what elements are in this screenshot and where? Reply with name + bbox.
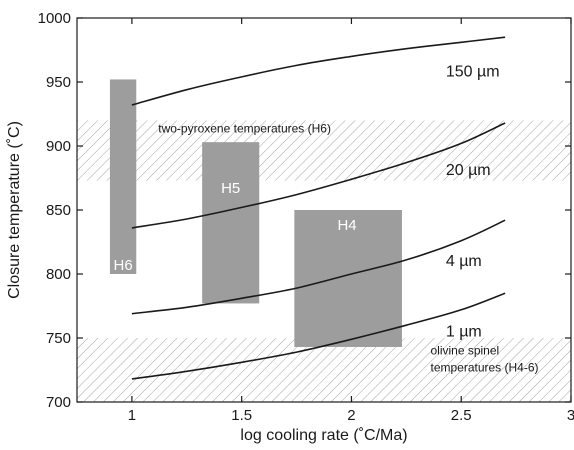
x-axis-label: log cooling rate (˚C/Ma) xyxy=(240,427,407,444)
y-tick-label: 950 xyxy=(46,74,71,91)
x-tick-label: 2 xyxy=(347,407,355,424)
hatched-band xyxy=(77,338,571,402)
range-box xyxy=(294,210,402,347)
y-tick-label: 900 xyxy=(46,138,71,155)
range-box xyxy=(109,79,137,274)
y-tick-label: 700 xyxy=(46,394,71,411)
series-label: 150 µm xyxy=(446,63,500,80)
x-tick-label: 2.5 xyxy=(451,407,472,424)
band-label: two-pyroxene temperatures (H6) xyxy=(158,121,331,135)
y-tick-label: 1000 xyxy=(38,10,71,27)
box-label: H4 xyxy=(337,217,356,234)
range-box xyxy=(202,142,260,304)
series-label: 20 µm xyxy=(446,162,491,179)
box-label: H5 xyxy=(221,180,240,197)
x-tick-label: 1.5 xyxy=(231,407,252,424)
series-line xyxy=(131,219,506,315)
box-label: H6 xyxy=(114,257,133,274)
series-line xyxy=(131,36,506,106)
y-tick-label: 850 xyxy=(46,202,71,219)
y-axis-label: Closure temperature (˚C) xyxy=(6,121,23,299)
y-tick-label: 750 xyxy=(46,330,71,347)
series-label: 4 µm xyxy=(446,253,482,270)
series-line xyxy=(131,122,506,229)
series-label: 1 µm xyxy=(446,323,482,340)
y-tick-label: 800 xyxy=(46,266,71,283)
band-label: olivine spinel xyxy=(430,344,499,358)
x-tick-label: 3 xyxy=(567,407,574,424)
band-label: temperatures (H4-6) xyxy=(430,361,538,375)
series-line xyxy=(131,292,506,380)
x-tick-label: 1 xyxy=(128,407,136,424)
